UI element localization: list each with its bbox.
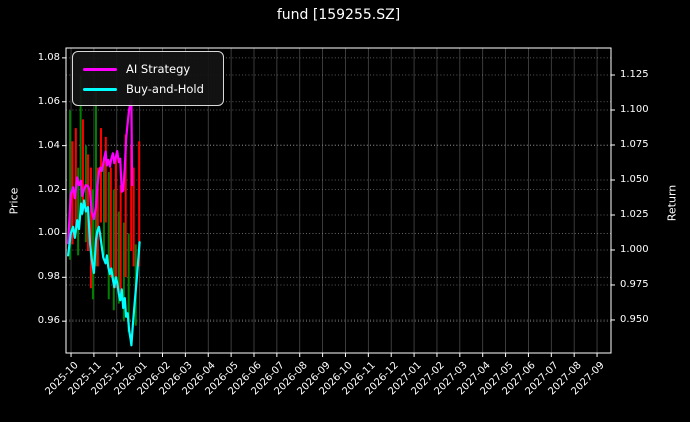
buy-and-hold-line — [66, 199, 141, 347]
return-tick-label: 1.050 — [620, 173, 649, 185]
ai-strategy-line-swatch — [83, 67, 117, 71]
legend-item-buy-and-hold: Buy-and-Hold — [83, 79, 213, 99]
legend-label-ai-strategy: AI Strategy — [126, 62, 191, 76]
return-tick-label: 1.000 — [620, 243, 649, 255]
price-tick-label: 1.06 — [37, 95, 60, 107]
ai-strategy-polyline — [66, 99, 134, 245]
price-tick-label: 1.04 — [37, 139, 60, 151]
price-tick-label: 1.02 — [37, 183, 60, 195]
price-axis-label: Price — [7, 187, 21, 215]
plot-frame — [65, 47, 612, 354]
legend-item-ai-strategy: AI Strategy — [83, 59, 213, 79]
price-tick-label: 1.08 — [37, 51, 60, 63]
return-tick-label: 0.950 — [620, 313, 649, 325]
price-tick-label: 0.96 — [37, 315, 60, 327]
return-tick-label: 1.025 — [620, 208, 649, 220]
buy-and-hold-line-swatch — [83, 87, 117, 91]
return-tick-label: 1.125 — [620, 69, 649, 80]
price-tick-label: 1.00 — [37, 227, 60, 239]
return-axis-label: Return — [665, 184, 679, 222]
price-tick-label: 0.98 — [37, 271, 60, 283]
return-tick-label: 1.075 — [620, 139, 649, 150]
buy-and-hold-polyline — [66, 199, 141, 347]
ai-strategy-line — [66, 99, 134, 245]
axes — [62, 47, 615, 357]
chart-title: fund [159255.SZ] — [276, 7, 401, 23]
return-tick-label: 0.975 — [620, 278, 649, 290]
return-tick-label: 1.100 — [620, 104, 649, 115]
legend-label-buy-and-hold: Buy-and-Hold — [126, 82, 204, 96]
legend: AI Strategy Buy-and-Hold — [72, 51, 224, 106]
